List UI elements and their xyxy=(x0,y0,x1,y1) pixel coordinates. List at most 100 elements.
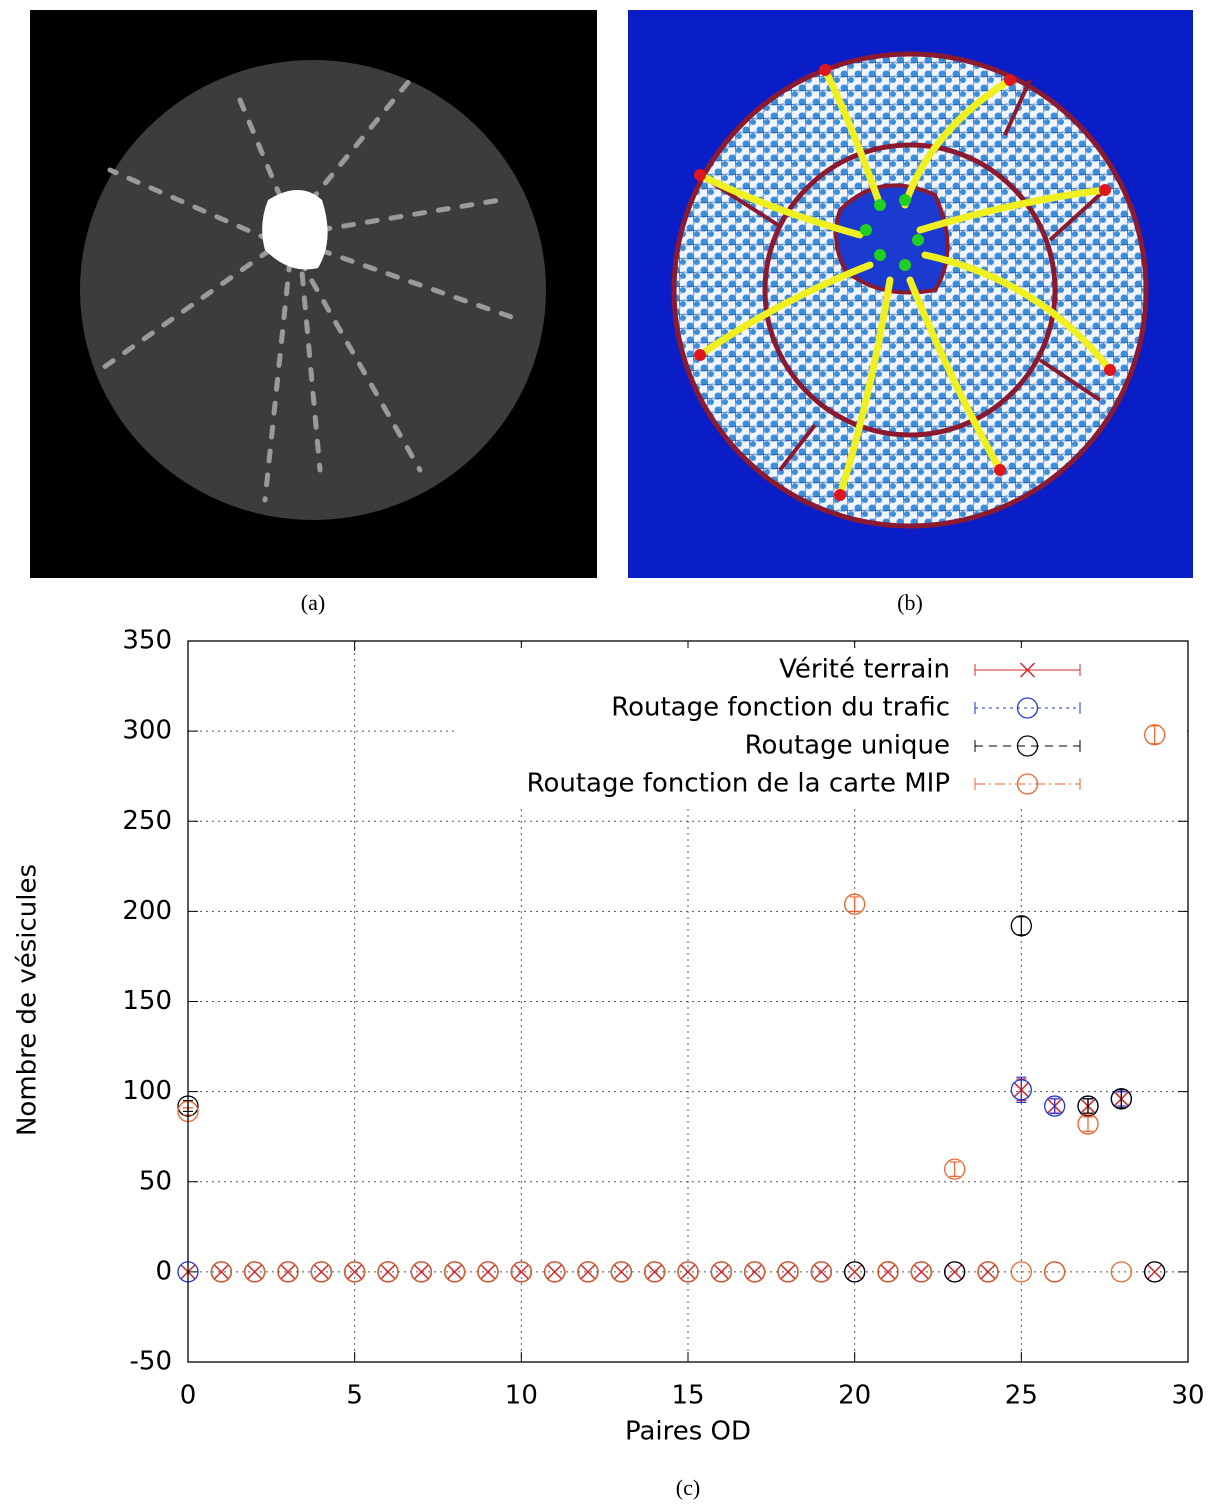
y-tick-label: 250 xyxy=(122,806,172,836)
data-point xyxy=(244,1261,266,1283)
legend: Vérité terrain Routage fonction du trafic… xyxy=(455,648,1187,806)
legend-label: Routage fonction du trafic xyxy=(611,693,950,723)
data-point xyxy=(744,1261,766,1283)
data-point xyxy=(710,1261,732,1283)
y-tick-label: -50 xyxy=(130,1347,172,1377)
y-tick-label: 150 xyxy=(122,986,172,1016)
data-point xyxy=(444,1261,466,1283)
data-point xyxy=(777,1261,799,1283)
data-point xyxy=(1044,1095,1066,1117)
x-tick-label: 5 xyxy=(346,1381,363,1411)
caption: (a) xyxy=(301,590,325,615)
data-point xyxy=(780,1264,796,1280)
legend-marker xyxy=(1019,662,1036,678)
data-point xyxy=(647,1264,663,1280)
data-point xyxy=(677,1261,699,1283)
data-point xyxy=(577,1261,599,1283)
x-tick-label: 15 xyxy=(671,1381,704,1411)
data-point xyxy=(910,1261,932,1283)
legend-marker xyxy=(1016,735,1039,757)
y-tick-label: 100 xyxy=(122,1076,172,1106)
y-tick-label: 0 xyxy=(155,1256,172,1286)
data-point xyxy=(747,1264,763,1280)
error-bar xyxy=(1049,1098,1060,1114)
x-tick-label: 25 xyxy=(1005,1381,1038,1411)
data-point xyxy=(477,1261,499,1283)
data-point xyxy=(944,1261,966,1283)
data-point xyxy=(210,1261,232,1283)
data-point xyxy=(1044,1261,1066,1283)
data-point xyxy=(813,1264,829,1280)
error-bar xyxy=(1083,1116,1093,1132)
data-point xyxy=(1147,1264,1163,1280)
data-point xyxy=(1110,1088,1132,1110)
data-point xyxy=(544,1261,566,1283)
caption: (b) xyxy=(897,590,923,615)
error-bar xyxy=(1016,916,1027,936)
y-tick-label: 350 xyxy=(122,626,172,656)
data-point xyxy=(944,1158,966,1180)
data-point xyxy=(213,1264,229,1280)
data-point xyxy=(880,1264,896,1280)
data-point xyxy=(580,1264,596,1280)
chart: -50 0 50 100 150 200 250 300 350 0 5 10 15 20 25 30 Véri… xyxy=(122,626,1204,1411)
data-point xyxy=(347,1264,363,1280)
data-point xyxy=(310,1261,332,1283)
data-point xyxy=(413,1264,429,1280)
data-point xyxy=(810,1261,832,1283)
data-point xyxy=(847,1264,863,1280)
y-tick-label: 50 xyxy=(139,1166,172,1196)
error-bar xyxy=(949,1161,960,1177)
data-point xyxy=(313,1264,329,1280)
data-point xyxy=(1010,1079,1032,1101)
data-point xyxy=(380,1264,396,1280)
data-point xyxy=(510,1261,532,1283)
x-tick-label: 30 xyxy=(1171,1381,1204,1411)
data-point xyxy=(513,1264,529,1280)
caption: (c) xyxy=(676,1475,700,1500)
data-point xyxy=(1077,1113,1099,1135)
data-point xyxy=(280,1264,296,1280)
data-point xyxy=(610,1261,632,1283)
data-point xyxy=(447,1264,463,1280)
legend-box xyxy=(455,648,1187,806)
y-tick-label: 200 xyxy=(122,896,172,926)
data-point xyxy=(877,1261,899,1283)
y-tick-label: 300 xyxy=(122,716,172,746)
data-point xyxy=(547,1264,563,1280)
data-point xyxy=(1144,1261,1166,1283)
data-point xyxy=(713,1264,729,1280)
data-point xyxy=(410,1261,432,1283)
data-point xyxy=(344,1261,366,1283)
legend-label: Routage unique xyxy=(745,731,950,761)
data-point xyxy=(680,1264,696,1280)
legend-label: Routage fonction de la carte MIP xyxy=(527,769,950,799)
data-point xyxy=(913,1264,929,1280)
data-point xyxy=(613,1264,629,1280)
data-point xyxy=(844,1261,866,1283)
data-point xyxy=(947,1264,963,1280)
data-point xyxy=(977,1261,999,1283)
x-tick-label: 10 xyxy=(505,1381,538,1411)
data-point xyxy=(1010,915,1032,937)
data-point xyxy=(247,1264,263,1280)
x-tick-label: 0 xyxy=(180,1381,197,1411)
data-point xyxy=(644,1261,666,1283)
error-bar xyxy=(849,896,860,912)
legend-label: Vérité terrain xyxy=(779,655,950,685)
legend-marker xyxy=(1016,697,1039,719)
image-b xyxy=(628,10,1193,578)
data-point xyxy=(844,893,866,915)
y-axis-label: Nombre de vésicules xyxy=(13,864,43,1136)
data-point xyxy=(980,1264,996,1280)
error-bar xyxy=(1116,1089,1127,1109)
data-point xyxy=(1077,1095,1099,1117)
error-bar xyxy=(1016,1076,1027,1104)
data-point xyxy=(377,1261,399,1283)
image-a xyxy=(30,10,597,578)
data-point xyxy=(480,1264,496,1280)
data-point xyxy=(1110,1261,1132,1283)
data-point xyxy=(277,1261,299,1283)
